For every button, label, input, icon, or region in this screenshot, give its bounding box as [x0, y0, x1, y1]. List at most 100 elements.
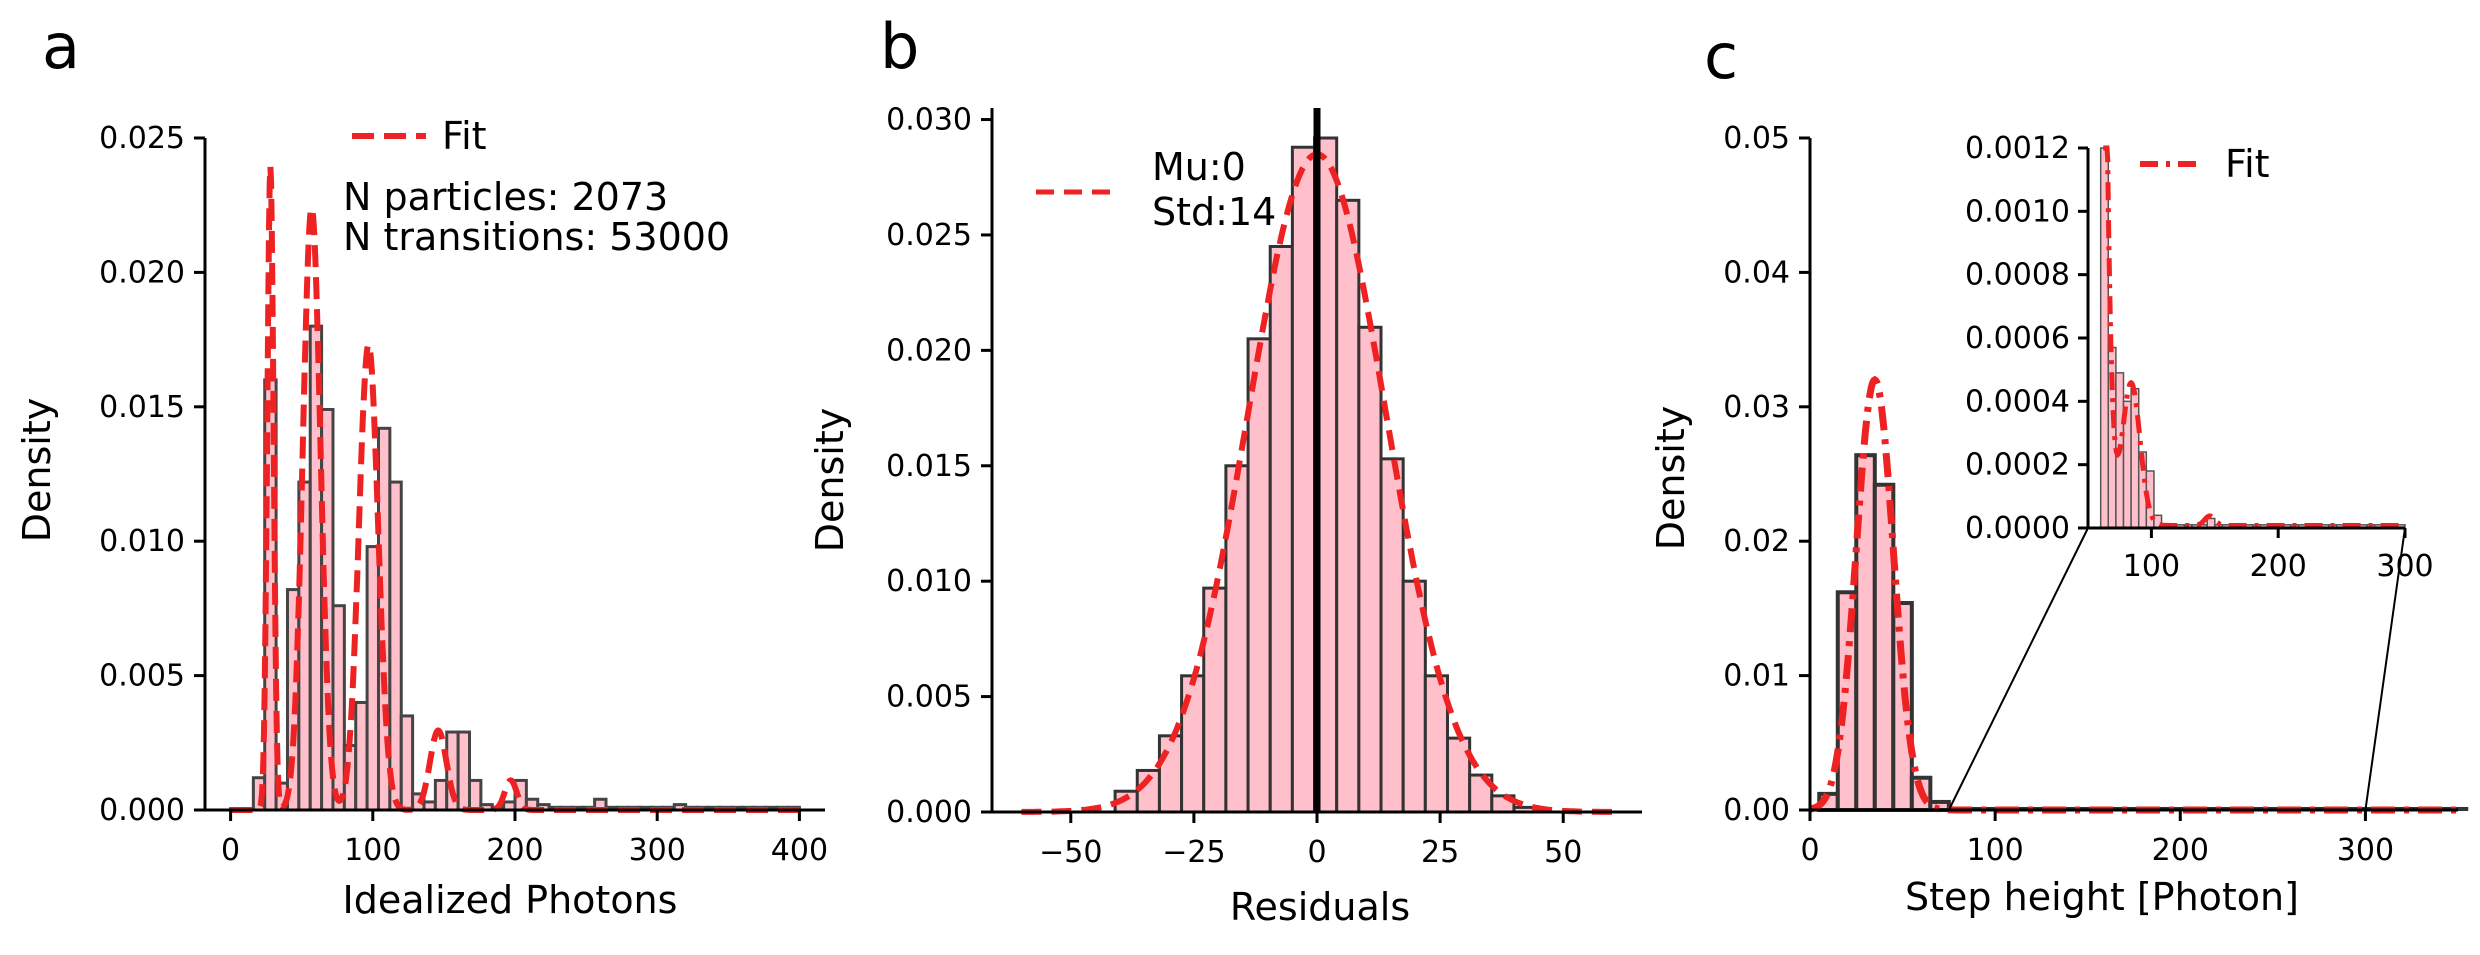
panel-a: 0 100 200 300 400 0.000 0.005 0.010 0.015 0.020 0.… [15, 114, 828, 922]
panel-a-bar [467, 778, 483, 812]
panel-a-fit-curve [230, 166, 800, 813]
panel-c-axes: 0 100 200 300 0.00 0.01 0.02 0.03 0.04 0.05 [1723, 121, 2458, 868]
panel-c-inset: 100 200 300 0.0000 0.0002 0.0004 0.0006 0.0008 0… [1965, 131, 2434, 584]
panel-b-axes: −50 −25 0 25 50 0.000 0.005 0.010 0.015 0.020 0.02… [886, 103, 1642, 870]
panel-a-bar [297, 480, 312, 812]
panel-c-xtick-label: 300 [2337, 833, 2394, 868]
panel-a-xtick-label: 200 [486, 833, 543, 868]
inset-ytick-label: 0.0006 [1965, 321, 2070, 356]
panel-a-ytick-label: 0.020 [99, 255, 185, 290]
panel-a-bar [331, 604, 346, 812]
panel-c-xlabel: Step height [Photon] [1905, 875, 2299, 919]
panel-c-fit-line [1809, 375, 2458, 814]
inset-fit-curve [2103, 145, 2405, 528]
panel-c-ytick-label: 0.01 [1723, 659, 1790, 694]
panel-a-bars [229, 324, 801, 812]
inset-ytick-label: 0.0008 [1965, 258, 2070, 293]
panel-c-ytick-label: 0.02 [1723, 524, 1790, 559]
panel-letter-a: a [42, 10, 80, 83]
panel-a-ytick-label: 0.015 [99, 390, 185, 425]
panel-b-ytick-label: 0.020 [886, 333, 972, 368]
panel-a-bar [354, 700, 369, 812]
panel-b-ytick-label: 0.010 [886, 564, 972, 599]
panel-a-bar [308, 324, 324, 812]
panel-c-xtick-label: 200 [2152, 833, 2209, 868]
inset-xtick-label: 100 [2123, 549, 2180, 584]
panel-a-xlabel: Idealized Photons [343, 878, 678, 922]
panel-c-ytick-label: 0.05 [1723, 121, 1790, 156]
panel-c-bar [1854, 453, 1877, 812]
panel-c-xtick-label: 0 [1800, 833, 1819, 868]
panel-a-xtick-label: 100 [344, 833, 401, 868]
panel-a-legend-label: Fit [442, 114, 487, 158]
panel-a-fit-line [230, 166, 800, 813]
inset-xtick-label: 300 [2376, 549, 2433, 584]
panel-b-legend-std: Std:14 [1152, 190, 1276, 234]
panel-b-legend: Mu:0 Std:14 [1036, 145, 1276, 234]
inset-legend: Fit [2140, 142, 2270, 186]
panel-b-bar [1290, 145, 1317, 814]
panel-b-bar [1268, 244, 1294, 814]
panel-a-annotation-transitions: N transitions: 53000 [343, 215, 730, 259]
inset-ytick-label: 0.0004 [1965, 384, 2070, 419]
inset-bar [2130, 387, 2140, 529]
panel-letter-b: b [880, 10, 919, 83]
panel-a-legend: Fit [352, 114, 487, 158]
inset-ytick-label: 0.0000 [1965, 511, 2070, 546]
panel-b-bar [1357, 325, 1383, 814]
panel-b-xlabel: Residuals [1230, 885, 1410, 929]
panel-c-xtick-label: 100 [1967, 833, 2024, 868]
zoom-connector-left [1947, 527, 2089, 811]
panel-c-ytick-label: 0.03 [1723, 390, 1790, 425]
inset-fit-line [2103, 145, 2405, 528]
panel-letter-c: c [1704, 20, 1738, 93]
panel-c-ytick-label: 0.00 [1723, 793, 1790, 828]
panel-b-ylabel: Density [808, 408, 852, 552]
panel-b-xtick-label: −50 [1039, 835, 1102, 870]
panel-b: −50 −25 0 25 50 0.000 0.005 0.010 0.015 0.020 0.02… [808, 103, 1642, 929]
panel-b-bar [1379, 457, 1405, 814]
panel-c-ytick-label: 0.04 [1723, 255, 1790, 290]
zoom-connector-right [2364, 527, 2406, 811]
inset-bar [2099, 147, 2110, 529]
panel-c: 0 100 200 300 0.00 0.01 0.02 0.03 0.04 0.05 Step … [1649, 121, 2469, 919]
inset-xtick-label: 200 [2250, 549, 2307, 584]
panel-c-zoom-connectors [1947, 527, 2406, 811]
panel-a-ytick-label: 0.005 [99, 659, 185, 694]
panel-a-ytick-label: 0.000 [99, 793, 185, 828]
panel-a-bar [388, 480, 403, 812]
panel-a-bar [433, 778, 449, 812]
panel-c-ylabel: Density [1649, 406, 1693, 550]
panel-b-xtick-label: 50 [1544, 835, 1582, 870]
panel-a-annotation-particles: N particles: 2073 [343, 175, 668, 219]
panel-b-ytick-label: 0.015 [886, 449, 972, 484]
panel-b-bar [1445, 736, 1472, 814]
inset-ytick-label: 0.0002 [1965, 448, 2070, 483]
panel-b-ytick-label: 0.000 [886, 795, 972, 830]
inset-legend-label: Fit [2225, 142, 2270, 186]
panel-c-fit-curve [1809, 375, 2458, 814]
panel-b-xtick-label: 0 [1307, 835, 1326, 870]
panel-a-bar [399, 714, 415, 812]
panel-a-ytick-label: 0.010 [99, 524, 185, 559]
panel-a-xtick-label: 0 [221, 833, 240, 868]
inset-ytick-label: 0.0010 [1965, 194, 2070, 229]
inset-axes: 100 200 300 0.0000 0.0002 0.0004 0.0006 0.0008 0… [1965, 131, 2434, 584]
panel-b-ytick-label: 0.005 [886, 680, 972, 715]
panel-a-ylabel: Density [15, 398, 59, 542]
inset-ytick-label: 0.0012 [1965, 131, 2070, 166]
panel-b-ytick-label: 0.030 [886, 103, 972, 138]
panel-b-xtick-label: 25 [1421, 835, 1459, 870]
panel-b-ytick-label: 0.025 [886, 218, 972, 253]
panel-a-xtick-label: 400 [771, 833, 828, 868]
panel-b-bar [1224, 464, 1250, 814]
panel-b-xtick-label: −25 [1162, 835, 1225, 870]
panel-a-bar [365, 545, 380, 812]
panel-a-axes: 0 100 200 300 400 0.000 0.005 0.010 0.015 0.020 0.… [99, 121, 828, 868]
panel-b-bar [1180, 674, 1206, 814]
panel-b-bars [1113, 136, 1538, 814]
panel-b-bar [1157, 734, 1184, 814]
panel-b-bar [1335, 198, 1361, 814]
panel-b-legend-mu: Mu:0 [1152, 145, 1246, 189]
